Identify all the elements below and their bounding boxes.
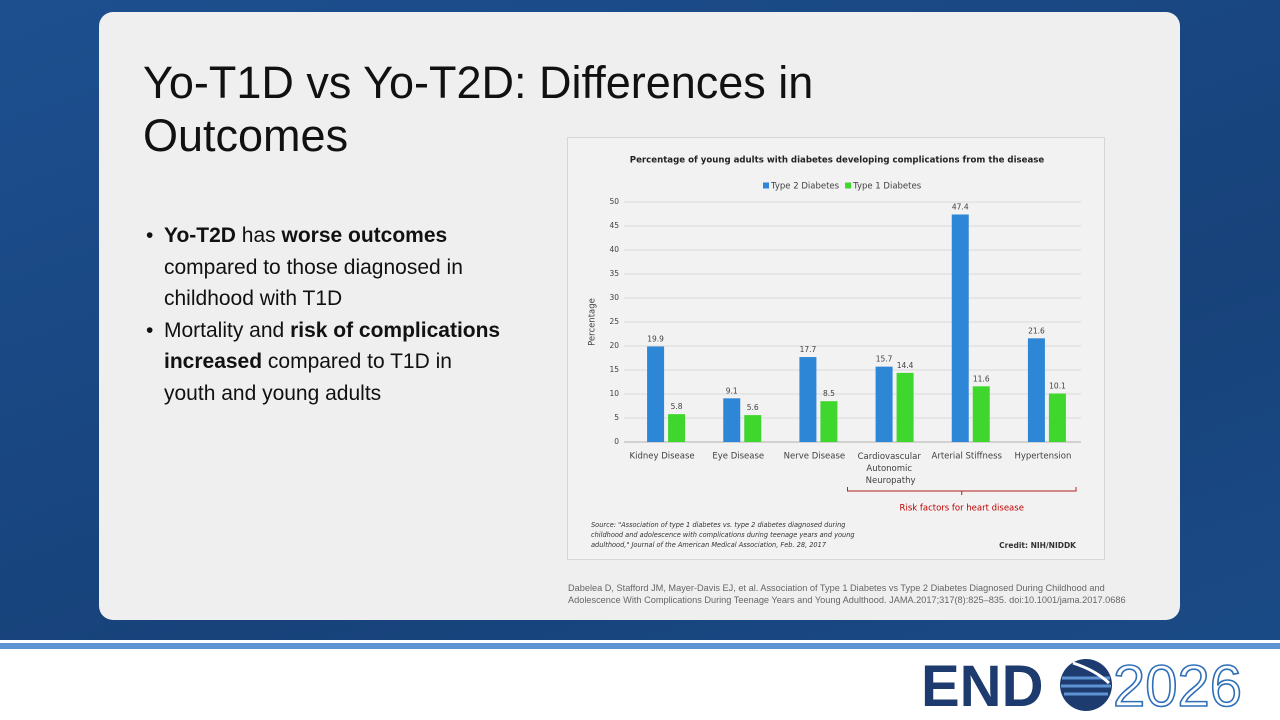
y-tick-label: 15: [609, 365, 619, 374]
value-label: 47.4: [952, 202, 969, 211]
y-tick-label: 0: [614, 437, 619, 446]
y-tick-label: 30: [609, 293, 619, 302]
bar: [875, 366, 893, 442]
x-tick-label: Kidney Disease: [630, 452, 695, 462]
value-label: 5.8: [671, 402, 683, 411]
value-label: 11.6: [973, 374, 990, 383]
value-label: 21.6: [1028, 326, 1045, 335]
bullet: Yo-T2D has worse outcomes compared to th…: [146, 220, 506, 315]
chart-title: Percentage of young adults with diabetes…: [630, 156, 1045, 166]
legend-label: Type 1 Diabetes: [852, 182, 922, 192]
bullet-text: Yo-T2D: [164, 224, 236, 247]
logo-globe: [1060, 659, 1112, 711]
logo-year: 2026: [1113, 654, 1242, 719]
y-tick-label: 25: [609, 317, 619, 326]
x-tick-label: Arterial Stiffness: [932, 452, 1003, 462]
legend-swatch: [845, 182, 852, 189]
bullet-text: compared to T1D in youth and young adult…: [164, 350, 458, 405]
value-label: 17.7: [800, 345, 817, 354]
footer-stripe: [0, 643, 1280, 649]
bar: [668, 414, 686, 442]
bullet-text: worse outcomes: [281, 224, 448, 247]
bar: [820, 401, 838, 442]
value-label: 10.1: [1049, 382, 1066, 391]
bar: [1027, 338, 1045, 442]
chart-image: Percentage of young adults with diabetes…: [567, 137, 1105, 560]
value-label: 9.1: [726, 386, 738, 395]
bullet-list: Yo-T2D has worse outcomes compared to th…: [146, 220, 506, 409]
bar: [951, 214, 969, 442]
bullet-text: has: [235, 224, 282, 247]
chart-source: Source: "Association of type 1 diabetes …: [591, 521, 855, 549]
y-tick-label: 10: [609, 389, 619, 398]
bar: [972, 386, 990, 442]
y-tick-label: 35: [609, 269, 619, 278]
x-tick-label: Cardiovascular Autonomic Neuropathy: [858, 452, 924, 486]
bullet-text: compared to those diagnosed in childhood…: [164, 224, 469, 311]
bar: [896, 372, 914, 442]
bar: [1048, 393, 1066, 442]
chart-credit: Credit: NIH/NIDDK: [999, 541, 1077, 550]
x-tick-label: Eye Disease: [712, 452, 764, 462]
value-label: 5.6: [747, 403, 759, 412]
legend-swatch: [763, 182, 769, 189]
legend-label: Type 2 Diabetes: [770, 182, 840, 192]
slide-title: Yo-T1D vs Yo-T2D: Differences in Outcome…: [143, 57, 814, 161]
value-label: 19.9: [647, 334, 664, 343]
annotation: Risk factors for heart disease: [900, 504, 1024, 514]
bar: [647, 346, 665, 442]
value-label: 15.7: [876, 355, 893, 364]
y-tick-label: 50: [609, 197, 619, 206]
bar: [723, 398, 741, 442]
y-tick-label: 20: [609, 341, 619, 350]
bullet-text: Mortality and: [164, 318, 291, 342]
value-label: 14.4: [897, 361, 914, 370]
y-axis-label: Percentage: [588, 298, 598, 346]
bullet-text: risk of complications increased: [164, 318, 506, 374]
y-tick-label: 40: [609, 245, 619, 254]
citation: Dabelea D, Stafford JM, Mayer-Davis EJ, …: [568, 583, 1126, 605]
bar: [799, 357, 817, 442]
x-tick-label: Hypertension: [1014, 452, 1071, 462]
value-label: 8.5: [823, 389, 835, 398]
annotation-bracket: [847, 487, 1077, 495]
y-tick-label: 45: [609, 221, 619, 230]
bullet: Mortality and risk of complications incr…: [146, 315, 506, 410]
bar: [744, 415, 762, 442]
logo: END 2026: [921, 653, 1243, 720]
logo-brand: END: [921, 654, 1043, 719]
x-tick-label: Nerve Disease: [784, 452, 845, 462]
chart: Percentage of young adults with diabetes…: [588, 156, 1081, 550]
y-tick-label: 5: [614, 413, 619, 422]
